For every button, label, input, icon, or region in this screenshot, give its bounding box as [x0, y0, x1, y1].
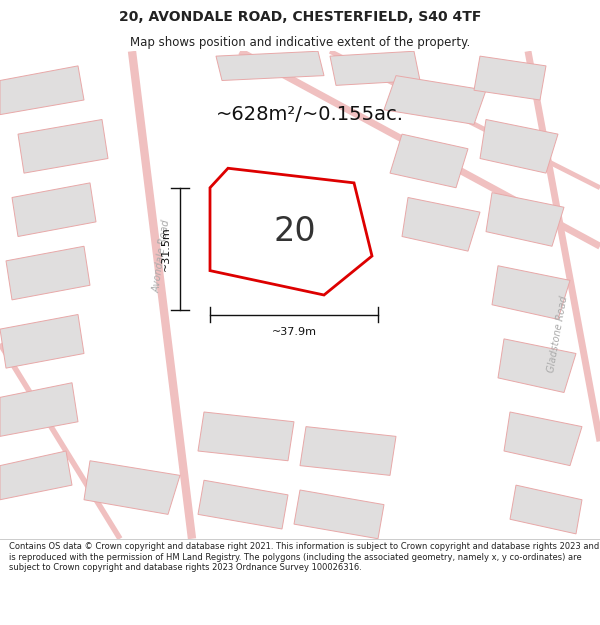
Polygon shape [300, 427, 396, 476]
Polygon shape [198, 412, 294, 461]
Text: Contains OS data © Crown copyright and database right 2021. This information is : Contains OS data © Crown copyright and d… [9, 542, 599, 572]
Text: Avondale Road: Avondale Road [152, 219, 172, 293]
Polygon shape [216, 51, 324, 81]
Polygon shape [294, 490, 384, 539]
Polygon shape [12, 183, 96, 236]
Polygon shape [504, 412, 582, 466]
Polygon shape [0, 451, 72, 500]
Polygon shape [0, 382, 78, 436]
Polygon shape [0, 314, 84, 368]
Polygon shape [18, 119, 108, 173]
Polygon shape [486, 192, 564, 246]
Text: ~31.5m: ~31.5m [161, 226, 171, 271]
Polygon shape [0, 66, 84, 114]
Text: 20: 20 [274, 215, 316, 248]
Polygon shape [498, 339, 576, 392]
Polygon shape [474, 56, 546, 100]
Polygon shape [492, 266, 570, 319]
Polygon shape [84, 461, 180, 514]
Polygon shape [390, 134, 468, 188]
Polygon shape [6, 246, 90, 300]
Polygon shape [510, 485, 582, 534]
Polygon shape [210, 168, 372, 295]
Text: ~628m²/~0.155ac.: ~628m²/~0.155ac. [216, 105, 404, 124]
Polygon shape [198, 480, 288, 529]
Text: 20, AVONDALE ROAD, CHESTERFIELD, S40 4TF: 20, AVONDALE ROAD, CHESTERFIELD, S40 4TF [119, 10, 481, 24]
Polygon shape [402, 198, 480, 251]
Text: Map shows position and indicative extent of the property.: Map shows position and indicative extent… [130, 36, 470, 49]
Polygon shape [384, 76, 486, 124]
Text: Gladstone Road: Gladstone Road [547, 295, 569, 373]
Polygon shape [480, 119, 558, 173]
Polygon shape [330, 51, 420, 86]
Text: ~37.9m: ~37.9m [271, 327, 317, 337]
